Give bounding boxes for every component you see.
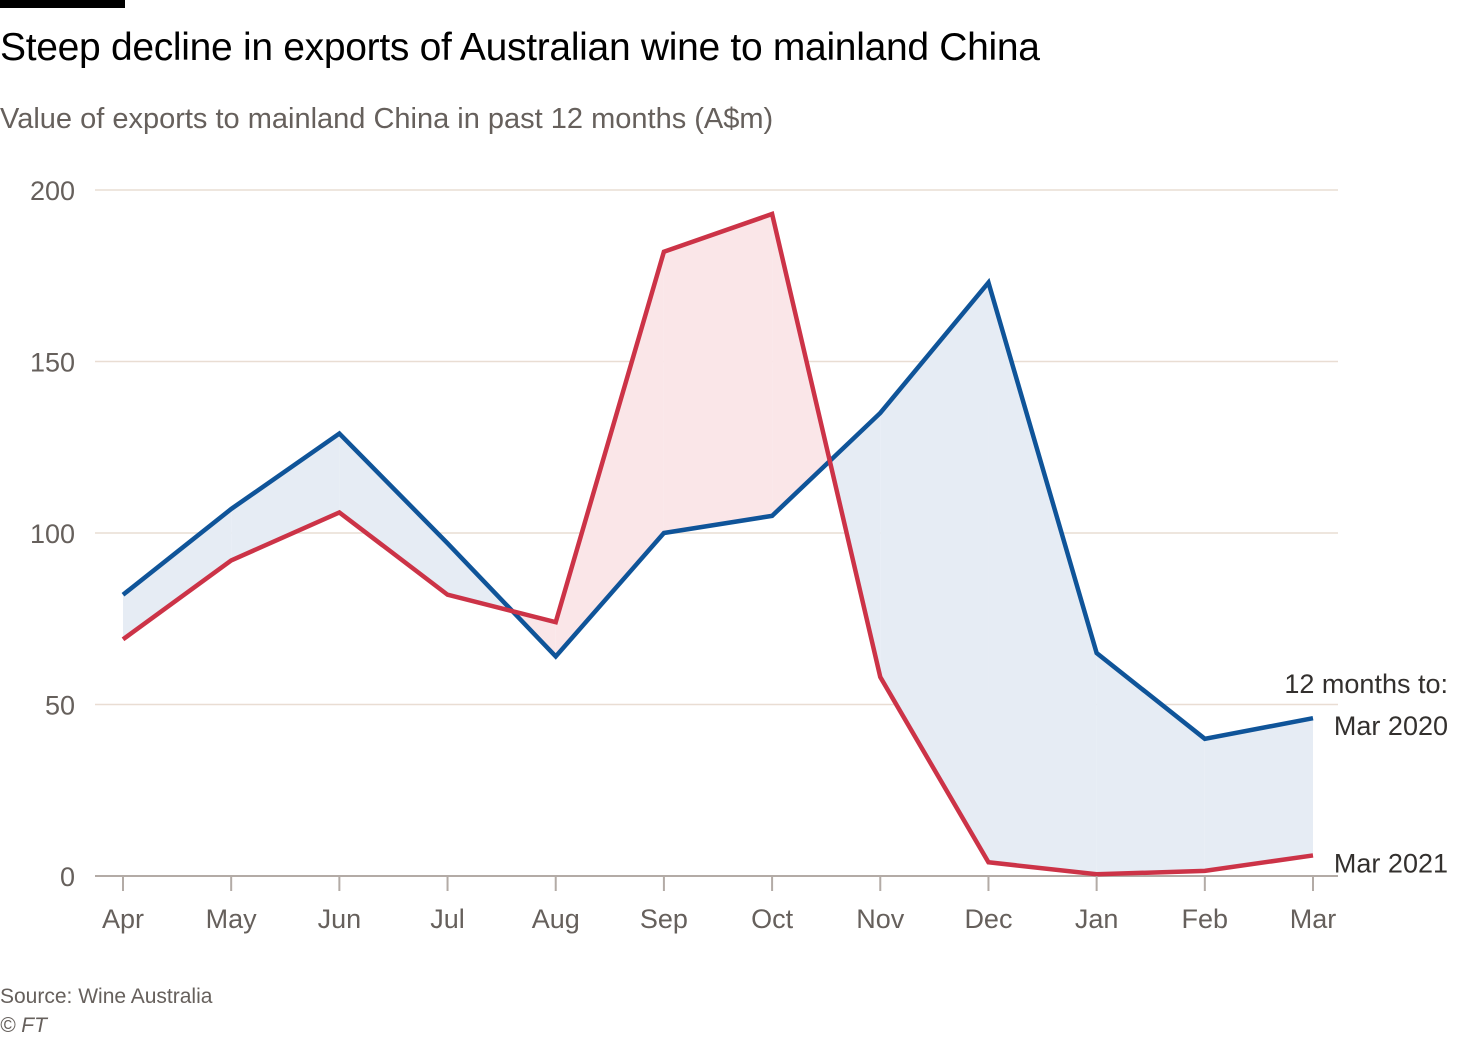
difference-fill-segment [555, 251, 664, 657]
chart-subtitle: Value of exports to mainland China in pa… [0, 103, 774, 135]
difference-fill-segment [663, 214, 773, 533]
series-line-mar-2021 [121, 211, 1314, 877]
x-tick-label: Jun [318, 904, 362, 934]
y-tick-label: 100 [30, 519, 75, 549]
y-tick-label: 0 [60, 862, 75, 892]
x-tick-label: Jan [1075, 904, 1119, 934]
x-tick-label: Feb [1182, 904, 1229, 934]
series-labels: 12 months to: Mar 2020 Mar 2021 [1284, 669, 1448, 878]
difference-fill-segment [988, 282, 1097, 875]
x-tick-label: Nov [856, 904, 905, 934]
source-note: Source: Wine Australia [0, 985, 213, 1008]
x-tick-label: Oct [751, 904, 794, 934]
y-tick-label: 50 [45, 691, 75, 721]
difference-fill-segment [772, 214, 830, 516]
y-tick-labels: 0 50 100 150 200 [30, 176, 75, 892]
difference-fill-segment [1096, 653, 1205, 875]
y-tick-label: 200 [30, 176, 75, 206]
legend-heading: 12 months to: [1284, 669, 1448, 699]
x-tick-label: Mar [1290, 904, 1337, 934]
difference-fill-segment [231, 433, 340, 561]
series-line-mar-2020 [121, 277, 1314, 742]
x-tick-label: Dec [964, 904, 1012, 934]
difference-fill-segment [829, 412, 881, 678]
series-lines [121, 211, 1314, 877]
x-tick-label: Apr [102, 904, 144, 934]
x-tick-label: Jul [430, 904, 465, 934]
chart-title: Steep decline in exports of Australian w… [0, 26, 1040, 69]
x-tick-labels: Apr May Jun Jul Aug Sep Oct Nov Dec Jan Feb Mar [102, 876, 1336, 934]
x-tick-label: Aug [532, 904, 580, 934]
y-tick-label: 150 [30, 348, 75, 378]
difference-fill-segment [339, 433, 448, 595]
x-tick-label: May [206, 904, 258, 934]
credit-note: © FT [0, 1014, 47, 1037]
difference-fill-segment [880, 282, 989, 863]
x-tick-label: Sep [640, 904, 688, 934]
series-label-mar-2021: Mar 2021 [1334, 848, 1448, 878]
difference-fill-segment [1204, 718, 1313, 871]
difference-fills [123, 214, 1313, 875]
top-accent-bar [0, 0, 125, 8]
series-label-mar-2020: Mar 2020 [1334, 711, 1448, 741]
difference-fill-segment [123, 508, 232, 640]
